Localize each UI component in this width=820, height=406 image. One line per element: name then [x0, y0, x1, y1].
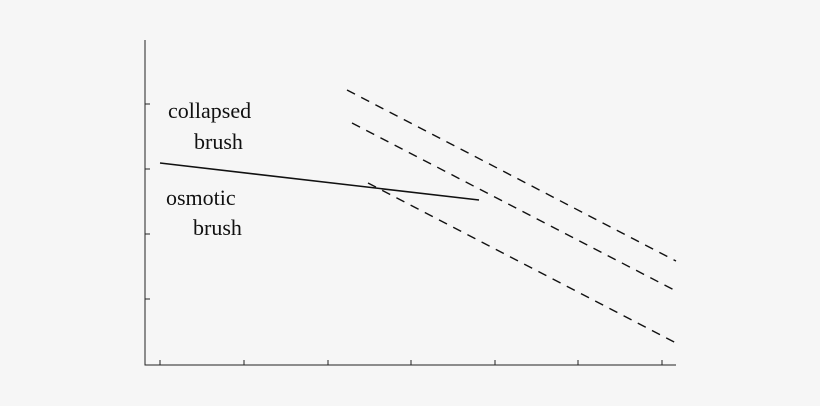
- region-label: collapsed: [168, 98, 251, 123]
- y-ticks: [145, 103, 150, 300]
- boundary-line: [159, 162, 480, 201]
- axes: [144, 40, 676, 366]
- dashed-line: [367, 182, 677, 344]
- region-label: brush: [193, 215, 242, 240]
- region-label: brush: [194, 129, 243, 154]
- dashed-line: [346, 89, 677, 262]
- x-ticks: [159, 360, 663, 365]
- dashed-line: [351, 122, 677, 292]
- region-label: osmotic: [166, 185, 236, 210]
